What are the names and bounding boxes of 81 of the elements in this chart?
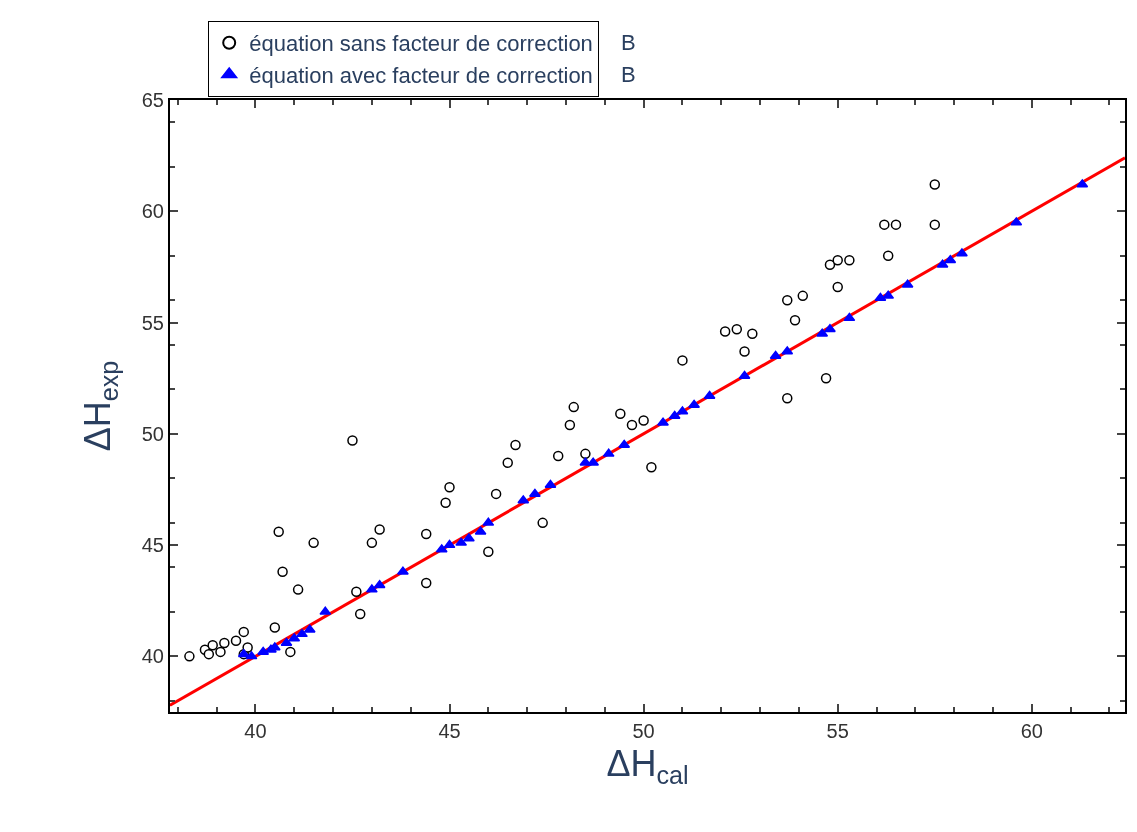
point bbox=[502, 457, 513, 468]
point bbox=[844, 254, 855, 266]
point bbox=[568, 401, 579, 413]
point bbox=[354, 608, 366, 620]
point bbox=[443, 539, 456, 549]
point bbox=[420, 528, 432, 540]
point bbox=[731, 323, 743, 335]
x-tick-label: 55 bbox=[826, 720, 849, 742]
point bbox=[824, 323, 836, 333]
point bbox=[285, 646, 296, 658]
point bbox=[510, 439, 521, 451]
x-tick-label: 45 bbox=[438, 720, 461, 742]
point bbox=[668, 410, 681, 420]
point bbox=[242, 642, 253, 653]
text: B bbox=[621, 30, 636, 55]
x-tick-label: 60 bbox=[1020, 720, 1043, 742]
point bbox=[882, 250, 894, 262]
y-tick-label: 50 bbox=[141, 422, 164, 445]
y-tick-label: 65 bbox=[141, 89, 164, 111]
point bbox=[280, 637, 293, 647]
point bbox=[626, 419, 638, 431]
point bbox=[552, 450, 564, 462]
point bbox=[420, 577, 432, 589]
point bbox=[956, 248, 968, 257]
point bbox=[440, 497, 451, 509]
point bbox=[638, 415, 649, 426]
point bbox=[537, 517, 548, 529]
point bbox=[347, 435, 358, 446]
y-tick-label: 40 bbox=[141, 645, 164, 668]
point bbox=[238, 626, 250, 638]
x-tick-label: 40 bbox=[244, 720, 267, 742]
text: B bbox=[621, 62, 636, 87]
legend-label: équation avec facteur de correction bbox=[249, 62, 593, 88]
point bbox=[719, 326, 731, 337]
y-tick-label: 60 bbox=[141, 200, 164, 223]
point bbox=[269, 622, 281, 633]
point bbox=[277, 566, 288, 578]
point bbox=[929, 219, 941, 230]
point bbox=[215, 646, 226, 658]
y-tick-label: 45 bbox=[141, 534, 164, 557]
point bbox=[797, 290, 809, 302]
point bbox=[832, 254, 843, 266]
y-tick-label: 55 bbox=[141, 311, 164, 334]
point bbox=[832, 281, 843, 293]
point bbox=[782, 295, 793, 306]
point bbox=[580, 448, 591, 460]
point bbox=[184, 651, 195, 662]
point bbox=[782, 392, 793, 404]
point bbox=[646, 461, 657, 473]
point bbox=[824, 259, 836, 270]
legend-label: équation sans facteur de correction bbox=[249, 31, 593, 57]
point bbox=[944, 254, 957, 264]
point bbox=[843, 312, 856, 322]
point bbox=[374, 524, 385, 535]
point bbox=[564, 419, 576, 431]
point bbox=[444, 481, 455, 493]
point bbox=[820, 372, 832, 384]
point bbox=[615, 408, 626, 420]
point bbox=[739, 346, 750, 357]
point bbox=[890, 219, 902, 230]
point bbox=[296, 628, 308, 638]
point bbox=[203, 648, 215, 660]
point bbox=[373, 579, 386, 589]
point bbox=[879, 219, 890, 230]
point bbox=[308, 537, 319, 549]
point bbox=[230, 635, 242, 647]
point bbox=[273, 526, 284, 537]
point bbox=[219, 637, 230, 649]
point bbox=[483, 546, 494, 558]
point bbox=[490, 488, 502, 500]
point bbox=[207, 639, 218, 651]
point bbox=[789, 315, 801, 326]
point bbox=[657, 417, 669, 426]
point bbox=[366, 537, 378, 549]
point bbox=[677, 355, 688, 366]
x-axis-title: ΔH$_{cal}$ bbox=[606, 743, 689, 789]
x-tick-label: 50 bbox=[632, 720, 655, 742]
point bbox=[929, 179, 941, 190]
point bbox=[351, 586, 362, 598]
point bbox=[292, 584, 304, 595]
point bbox=[747, 328, 758, 339]
